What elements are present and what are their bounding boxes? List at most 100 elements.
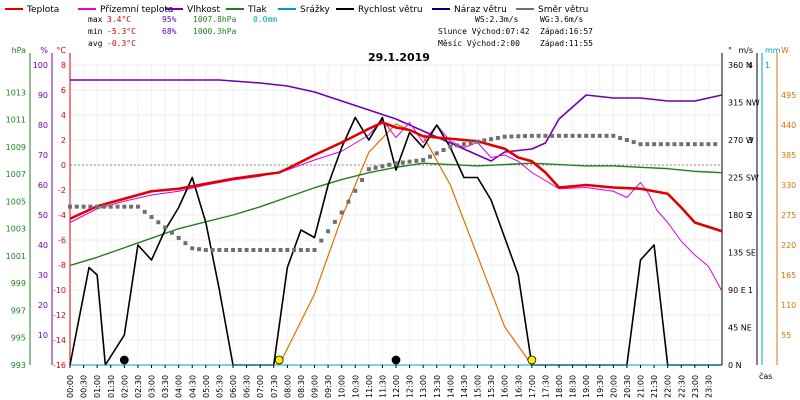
x-tick-label: 14:00	[446, 375, 455, 398]
x-tick-label: 16:00	[501, 375, 510, 398]
temp-axis-label: °C	[56, 46, 66, 55]
grid	[69, 64, 723, 366]
temp-tick-label: 2	[61, 136, 66, 145]
wind-dir-point	[115, 204, 120, 209]
temp-tick-label: -10	[53, 286, 66, 295]
x-tick-label: 18:30	[569, 375, 578, 398]
wind-dir-point	[529, 133, 534, 138]
stat-max-rain: 0.0mm	[253, 15, 277, 24]
wind-dir-point	[461, 142, 466, 147]
x-tick-label: 02:00	[120, 375, 129, 398]
legend-label: Náraz větru	[454, 5, 507, 15]
wind-dir-point	[183, 241, 188, 246]
x-tick-label: 14:30	[460, 375, 469, 398]
wind-dir-point	[271, 248, 276, 252]
wind-dir-point	[645, 142, 650, 147]
legend-label: Tlak	[247, 5, 268, 15]
wind-dir-point	[210, 248, 215, 252]
wind-dir-point	[251, 248, 256, 252]
x-tick-label: 20:00	[609, 375, 618, 398]
x-tick-label: 13:00	[419, 375, 428, 398]
wind-dir-point	[400, 160, 405, 165]
stat-min-press: 1000.3hPa	[193, 27, 237, 36]
wind-dir-point	[339, 210, 344, 215]
solar-radiation-line	[278, 123, 533, 366]
stat-min-hum: 68%	[162, 27, 177, 36]
dir-tick-label: 360 N	[728, 61, 752, 70]
x-tick-label: 21:30	[650, 375, 659, 398]
wind-dir-point	[319, 238, 324, 243]
ms-axis-label: m/s	[738, 46, 753, 55]
wind-dir-point	[658, 142, 663, 147]
legend-label: Rychlost větru	[358, 5, 423, 15]
stats-block: max 3.4°C 95% 1007.8hPa 0.0mm min -5.3°C 68% 100…	[88, 15, 277, 48]
stat-min-temp: -5.3°C	[107, 27, 136, 36]
wind-dir-point	[231, 248, 235, 252]
x-tick-label: 09:00	[311, 375, 320, 398]
wm2-tick-label: 330	[781, 181, 796, 190]
x-tick-label: 02:30	[134, 375, 143, 398]
wind-dir-point	[366, 167, 371, 172]
legend-label: Teplota	[26, 5, 59, 15]
hpa-tick-label: 1009	[6, 143, 26, 152]
dir-axis-label: °	[728, 46, 732, 55]
x-tick-label: 19:00	[582, 375, 591, 398]
pct-tick-label: 40	[38, 241, 48, 250]
x-tick-label: 13:30	[433, 375, 442, 398]
wind-dir-point	[692, 142, 697, 147]
wind-dir-point	[502, 134, 507, 139]
wind-dir-point	[686, 142, 691, 147]
wind-dir-point	[292, 248, 297, 252]
dir-tick-label: 270 W	[728, 136, 754, 145]
x-tick-label: 09:30	[324, 375, 333, 398]
wind-dir-point	[197, 247, 202, 252]
astro-sun-set: Západ:16:57	[540, 27, 593, 36]
wind-dir-point	[448, 144, 453, 149]
wind-dir-point	[434, 151, 439, 156]
x-tick-label: 22:30	[677, 375, 686, 398]
temp-tick-label: -14	[53, 336, 66, 345]
wind-dir-point	[74, 204, 79, 209]
wind-dir-point	[135, 204, 140, 209]
pct-tick-label: 10	[38, 331, 48, 340]
wind-dir-point	[577, 133, 582, 138]
x-tick-label: 16:30	[514, 375, 523, 398]
ms-tick-label: 4	[748, 61, 753, 70]
legend: Teplota Přízemní teplota Vlhkost Tlak Srážky…	[5, 5, 588, 15]
temp-tick-label: 0	[61, 161, 66, 170]
legend-label: Srážky	[300, 5, 331, 15]
pct-tick-label: 80	[38, 121, 48, 130]
wind-dir-point	[679, 142, 684, 147]
wind-dir-point	[81, 204, 86, 209]
hpa-tick-label: 1011	[6, 116, 26, 125]
wind-dir-point	[455, 143, 460, 148]
x-tick-label: 12:30	[406, 375, 415, 398]
dir-tick-label: 90 E	[728, 286, 746, 295]
temp-tick-label: -16	[53, 361, 66, 370]
stat-avg-temp: -0.3°C	[107, 39, 136, 48]
wind-dir-point	[149, 215, 154, 220]
wind-dir-point	[536, 133, 541, 138]
wind-dir-point	[597, 133, 602, 138]
wind-dir-point	[88, 204, 93, 209]
hpa-tick-label: 1007	[6, 170, 26, 179]
x-tick-label: 08:30	[297, 375, 306, 398]
wind-dir-point	[156, 220, 161, 225]
temp-tick-label: -4	[58, 211, 66, 220]
pct-axis-label: %	[40, 46, 48, 55]
x-tick-label: 06:30	[243, 375, 252, 398]
wind-dir-point	[563, 133, 568, 138]
wind-dir-point	[475, 139, 480, 144]
wind-dir-point	[380, 164, 385, 169]
wind-dir-point	[516, 134, 521, 139]
x-axis-ticks: 00:00 00:30 01:00 01:30 02:00 02:30 03:00 03:30…	[66, 365, 713, 398]
wind-dir-point	[407, 159, 412, 164]
x-tick-label: 00:00	[66, 375, 75, 398]
wind-dir-point	[624, 138, 629, 142]
wm2-tick-label: 165	[781, 271, 796, 280]
hpa-tick-label: 997	[11, 306, 26, 315]
hpa-tick-label: 1003	[6, 225, 26, 234]
wm2-tick-label: 440	[781, 121, 796, 130]
wind-dir-point	[237, 248, 242, 252]
temperature-line	[69, 121, 723, 233]
